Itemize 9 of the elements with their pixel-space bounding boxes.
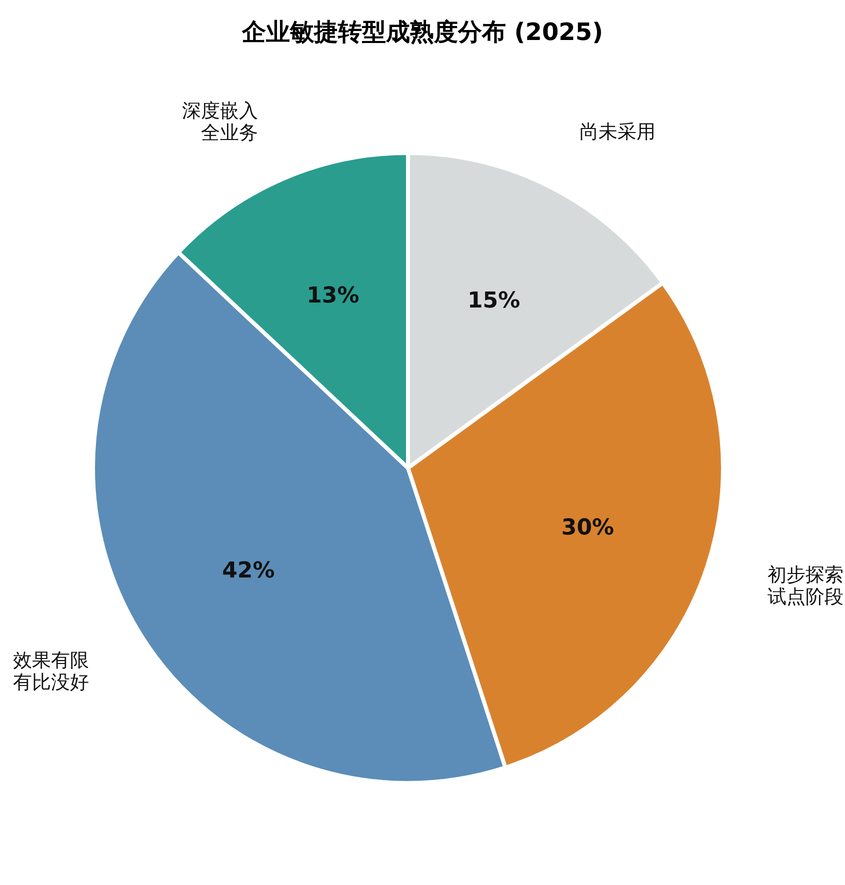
- data-label: 13%: [306, 284, 360, 309]
- slice-label: 深度嵌入全业务: [182, 100, 258, 144]
- slice-label: 初步探索试点阶段: [768, 564, 844, 608]
- data-label: 42%: [222, 558, 275, 584]
- data-label: 15%: [467, 288, 520, 314]
- title: 企业敏捷转型成熟度分布 (2025): [242, 18, 604, 46]
- slice-label: 尚未采用: [580, 121, 656, 144]
- slice-label: 效果有限有比没好: [12, 650, 89, 694]
- data-label: 30%: [561, 515, 614, 540]
